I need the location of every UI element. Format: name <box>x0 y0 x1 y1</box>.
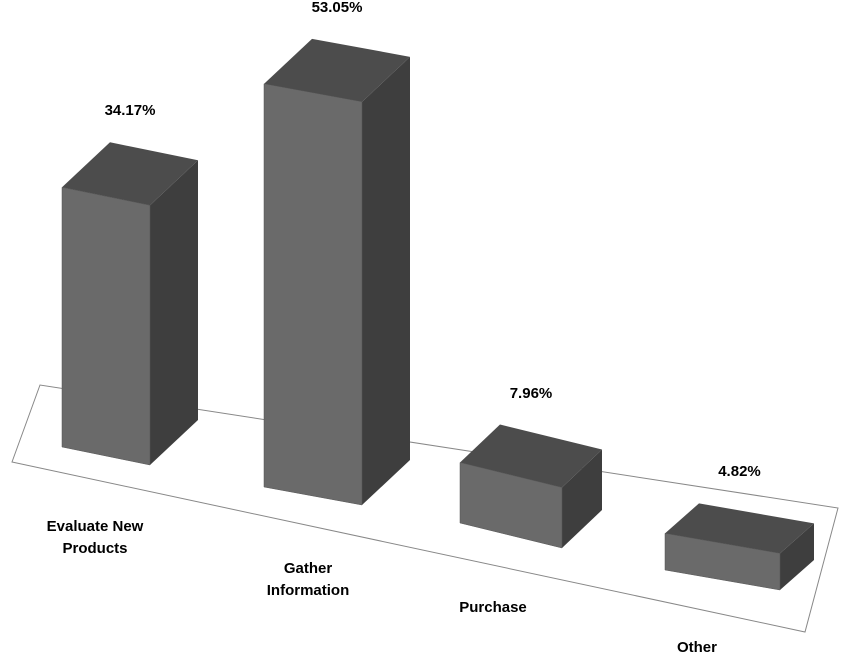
bar-side <box>562 449 602 548</box>
category-label: Evaluate New Products <box>46 518 144 557</box>
value-label: 4.82% <box>718 463 761 481</box>
bar-front <box>61 187 151 466</box>
value-label: 53.05% <box>311 0 363 16</box>
bar-front <box>664 533 781 591</box>
bar-side <box>150 160 198 466</box>
bar-top <box>665 503 814 554</box>
bar-top <box>460 424 602 488</box>
bar-top <box>62 142 198 206</box>
bar-top <box>264 38 410 102</box>
bar-front <box>263 83 363 506</box>
floor <box>11 384 839 633</box>
bar-side <box>780 523 814 590</box>
value-label: 34.17% <box>104 102 156 120</box>
category-label: Purchase <box>459 599 527 616</box>
category-label: Other <box>676 639 717 656</box>
category-label: Gather Information <box>266 560 350 599</box>
bar-front <box>459 462 563 549</box>
value-label: 7.96% <box>509 384 553 402</box>
bar-side <box>362 56 410 505</box>
